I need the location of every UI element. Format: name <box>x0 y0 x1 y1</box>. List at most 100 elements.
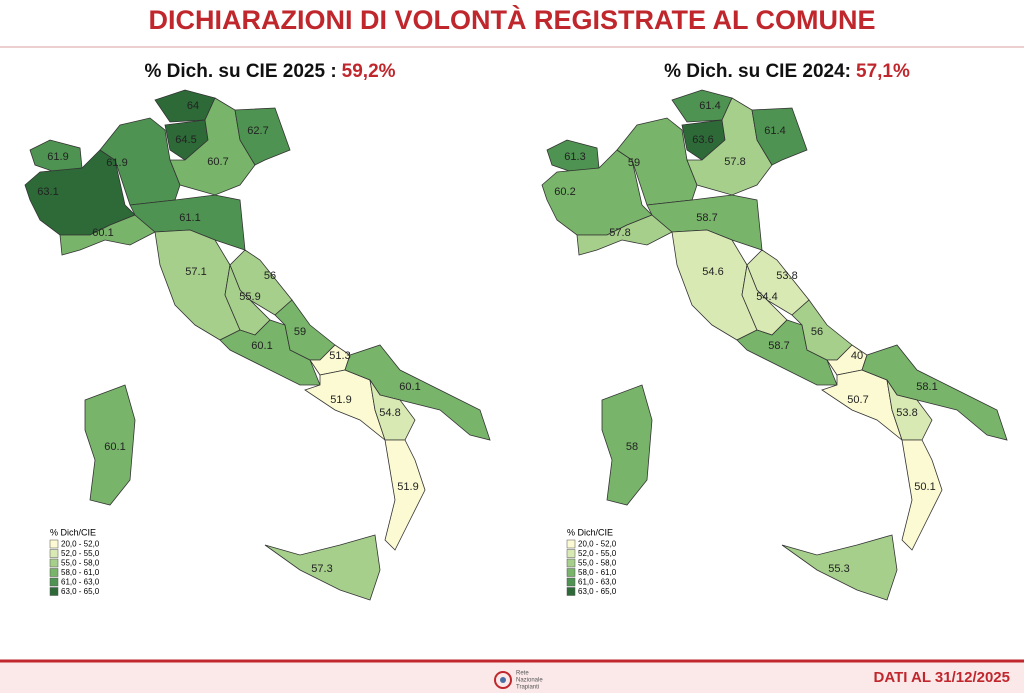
region-label: 57.8 <box>724 156 745 168</box>
legend-swatch <box>49 558 59 568</box>
legend-title: % Dich/CIE <box>567 527 613 537</box>
legend-label: 52,0 - 55,0 <box>61 549 100 558</box>
region-label: 60.1 <box>399 381 420 393</box>
region-label: 50.7 <box>847 394 868 406</box>
region-label: 40 <box>851 350 863 362</box>
region-label: 62.7 <box>247 125 268 137</box>
logo-text: Nazionale <box>516 678 543 684</box>
region <box>264 534 381 601</box>
region-label: 55.3 <box>828 563 849 575</box>
region <box>886 379 933 441</box>
region <box>601 384 653 506</box>
region-label: 64.5 <box>175 134 196 146</box>
map-title-label: % Dich. su CIE 2025 : <box>144 61 336 82</box>
region <box>384 439 426 551</box>
region-label: 58.7 <box>768 340 789 352</box>
region <box>736 319 838 386</box>
legend-swatch <box>566 539 576 549</box>
region <box>234 107 291 166</box>
region <box>84 384 136 506</box>
region-label: 59 <box>294 326 306 338</box>
legend-label: 58,0 - 61,0 <box>61 568 100 577</box>
region-label: 57.3 <box>311 563 332 575</box>
region-label: 51.3 <box>329 350 350 362</box>
region-label: 61.1 <box>179 212 200 224</box>
legend-label: 20,0 - 52,0 <box>578 540 617 549</box>
slide-title: DICHIARAZIONI DI VOLONTÀ REGISTRATE AL C… <box>149 4 876 35</box>
region <box>646 194 763 251</box>
region-label: 50.1 <box>914 481 935 493</box>
map: % Dich. su CIE 2024: 57,1% 61.3 60.2 59 61.4 6… <box>541 61 1008 601</box>
legend-label: 52,0 - 55,0 <box>578 549 617 558</box>
region-label: 54.4 <box>756 291 777 303</box>
legend-label: 63,0 - 65,0 <box>578 587 617 596</box>
map-title: % Dich. su CIE 2025 : 59,2% <box>144 61 395 82</box>
legend-label: 61,0 - 63,0 <box>578 578 617 587</box>
region-label: 56 <box>811 326 823 338</box>
legend-swatch <box>566 558 576 568</box>
map: % Dich. su CIE 2025 : 59,2% 61.9 63.1 61.9 64… <box>24 61 491 601</box>
region-label: 55.9 <box>239 291 260 303</box>
legend-label: 58,0 - 61,0 <box>578 568 617 577</box>
legend-swatch <box>566 587 576 596</box>
region-label: 58.1 <box>916 381 937 393</box>
region-label: 64 <box>187 100 199 112</box>
logo-icon <box>494 671 512 689</box>
region-label: 60.1 <box>92 227 113 239</box>
region-label: 53.8 <box>776 270 797 282</box>
legend-title: % Dich/CIE <box>50 527 96 537</box>
logo-icon <box>500 677 506 683</box>
legend-label: 61,0 - 63,0 <box>61 578 100 587</box>
region-label: 60.1 <box>251 340 272 352</box>
region-label: 57.1 <box>185 266 206 278</box>
map-total: 57,1% <box>856 61 910 82</box>
legend-swatch <box>49 587 59 596</box>
region-label: 53.8 <box>896 407 917 419</box>
region-label: 56 <box>264 270 276 282</box>
legend-swatch <box>49 568 59 577</box>
region <box>901 439 943 551</box>
region-label: 61.4 <box>699 100 720 112</box>
map-total: 59,2% <box>342 61 396 82</box>
region-label: 60.2 <box>554 186 575 198</box>
region <box>129 194 246 251</box>
logo-text: Trapianti <box>516 685 539 691</box>
region-label: 58.7 <box>696 212 717 224</box>
region-label: 61.9 <box>106 157 127 169</box>
footer-date: DATI AL 31/12/2025 <box>874 669 1010 686</box>
legend-label: 63,0 - 65,0 <box>61 587 100 596</box>
footer-band <box>0 660 1024 693</box>
region <box>751 107 808 166</box>
region-label: 58 <box>626 441 638 453</box>
map-title: % Dich. su CIE 2024: 57,1% <box>664 61 910 82</box>
legend-label: 55,0 - 58,0 <box>578 559 617 568</box>
region <box>781 534 898 601</box>
legend-swatch <box>49 577 59 587</box>
region-label: 57.8 <box>609 227 630 239</box>
region <box>59 214 156 256</box>
region <box>369 379 416 441</box>
region-label: 60.1 <box>104 441 125 453</box>
legend-label: 55,0 - 58,0 <box>61 559 100 568</box>
legend-swatch <box>566 577 576 587</box>
region-label: 59 <box>628 157 640 169</box>
region-label: 51.9 <box>330 394 351 406</box>
region <box>219 319 321 386</box>
region-label: 61.9 <box>47 151 68 163</box>
region <box>576 214 673 256</box>
legend-swatch <box>566 568 576 577</box>
logo-text: Rete <box>516 671 529 677</box>
region-label: 63.6 <box>692 134 713 146</box>
region-label: 60.7 <box>207 156 228 168</box>
region-label: 54.8 <box>379 407 400 419</box>
region-label: 54.6 <box>702 266 723 278</box>
region-label: 63.1 <box>37 186 58 198</box>
region-label: 51.9 <box>397 481 418 493</box>
legend-swatch <box>566 549 576 558</box>
map-title-label: % Dich. su CIE 2024: <box>664 61 851 82</box>
legend-label: 20,0 - 52,0 <box>61 540 100 549</box>
legend-swatch <box>49 539 59 549</box>
legend-swatch <box>49 549 59 558</box>
